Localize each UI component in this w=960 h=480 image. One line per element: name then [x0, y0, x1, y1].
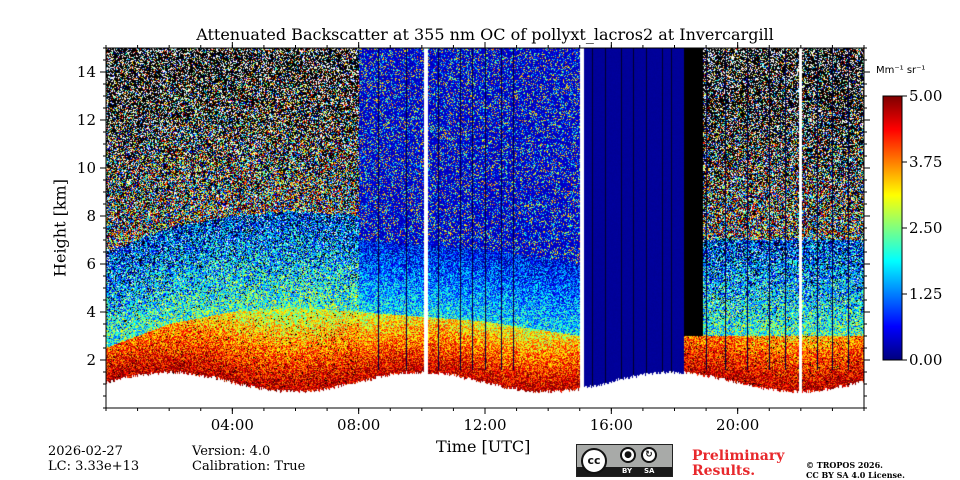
backscatter-heatmap — [106, 48, 864, 408]
x-tick-label: 08:00 — [337, 416, 380, 434]
y-tick-label: 6 — [86, 255, 96, 273]
copyright-line-2: CC BY SA 4.0 License. — [806, 470, 905, 480]
x-axis-label: Time [UTC] — [436, 437, 531, 456]
x-tick-label: 16:00 — [590, 416, 633, 434]
colorbar-unit-label: Mm⁻¹ sr⁻¹ — [876, 65, 926, 76]
colorbar-tick-label: 1.25 — [909, 285, 942, 303]
colorbar-tick-label: 3.75 — [909, 153, 942, 171]
plot-frame — [105, 47, 865, 409]
footer-calibration: Calibration: True — [192, 459, 306, 474]
colorbar-gradient — [883, 96, 902, 360]
preliminary-line-1: Preliminary — [692, 448, 785, 464]
sa-share-alike-icon: ↻ — [641, 447, 657, 463]
badge-sa-label: SA — [644, 467, 655, 475]
cc-logo-icon: cc — [581, 448, 607, 474]
copyright-note: © TROPOS 2026. CC BY SA 4.0 License. — [806, 460, 905, 480]
y-tick-label: 2 — [86, 351, 96, 369]
footer-date: 2026-02-27 — [48, 444, 123, 459]
y-tick-label: 8 — [86, 207, 96, 225]
y-tick-label: 12 — [77, 111, 96, 129]
footer-version: Version: 4.0 — [192, 444, 271, 459]
colorbar-tick-label: 0.00 — [909, 351, 942, 369]
colorbar-frame — [882, 95, 903, 361]
colorbar-tick-label: 2.50 — [909, 219, 942, 237]
y-tick-label: 4 — [86, 303, 96, 321]
y-axis-label: Height [km] — [50, 179, 70, 277]
cc-by-sa-license-badge: cc ● ↻ BY SA — [576, 444, 673, 477]
x-tick-label: 12:00 — [463, 416, 506, 434]
y-tick-label: 14 — [77, 63, 96, 81]
x-tick-label: 20:00 — [716, 416, 759, 434]
copyright-line-1: © TROPOS 2026. — [806, 460, 883, 470]
preliminary-results-note: Preliminary Results. — [692, 449, 784, 479]
y-tick-label: 10 — [77, 159, 96, 177]
footer-lc: LC: 3.33e+13 — [48, 459, 140, 474]
colorbar-tick-label: 5.00 — [909, 87, 942, 105]
badge-by-label: BY — [622, 467, 633, 475]
preliminary-line-2: Results. — [692, 463, 756, 479]
chart-title: Attenuated Backscatter at 355 nm OC of p… — [196, 25, 774, 44]
by-person-icon: ● — [620, 447, 636, 463]
x-tick-label: 04:00 — [211, 416, 254, 434]
